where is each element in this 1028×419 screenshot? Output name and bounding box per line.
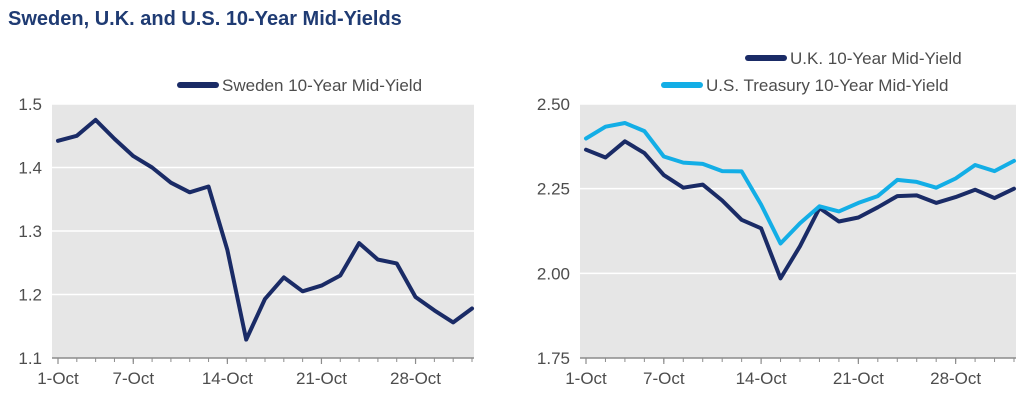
x-tick-label: 28-Oct <box>930 369 981 388</box>
data-point <box>320 284 323 288</box>
data-point <box>451 320 455 324</box>
data-point <box>662 173 666 177</box>
chart-panel-1: 1.1 1.2 1.3 1.4 1.5 1-Oct 7-Oct 14-Oct 21-Oct 28-… <box>18 76 474 388</box>
legend-label: U.S. Treasury 10-Year Mid-Yield <box>706 76 949 95</box>
data-point <box>131 154 135 158</box>
data-point <box>169 181 173 185</box>
data-point <box>75 134 79 138</box>
data-point <box>895 194 899 198</box>
x-tick-label: 14-Oct <box>736 369 787 388</box>
data-point <box>338 274 342 277</box>
data-point <box>759 226 763 230</box>
data-point <box>701 183 705 187</box>
data-point <box>934 201 938 205</box>
data-point <box>876 194 880 198</box>
y-tick-label: 2.50 <box>537 95 570 114</box>
data-point <box>263 297 267 301</box>
data-point <box>1012 159 1016 163</box>
data-point <box>470 307 474 310</box>
data-point <box>720 199 724 202</box>
data-point <box>954 177 958 180</box>
data-point <box>837 209 841 213</box>
data-point <box>225 248 229 252</box>
data-point <box>282 275 286 279</box>
data-point <box>681 161 685 165</box>
plot-area <box>580 104 1016 358</box>
data-point <box>1012 187 1016 191</box>
legend-label: U.K. 10-Year Mid-Yield <box>790 49 962 68</box>
data-point <box>798 221 802 225</box>
x-tick-label: 28-Oct <box>390 369 441 388</box>
data-point <box>895 178 899 182</box>
x-tick-label: 7-Oct <box>112 369 154 388</box>
data-point <box>973 163 977 167</box>
x-tick-label: 7-Oct <box>643 369 685 388</box>
data-point <box>150 166 154 169</box>
data-point <box>623 139 627 143</box>
data-point <box>642 151 646 155</box>
data-point <box>954 195 958 199</box>
data-point <box>662 155 666 158</box>
data-point <box>357 241 361 245</box>
data-point <box>993 196 996 200</box>
data-point <box>604 125 607 129</box>
data-point <box>856 201 860 205</box>
data-point <box>818 204 821 208</box>
data-point <box>720 169 724 173</box>
data-point <box>934 186 938 190</box>
y-tick-label: 2.00 <box>537 264 570 283</box>
data-point <box>915 193 919 197</box>
x-tick-label: 1-Oct <box>37 369 79 388</box>
data-point <box>623 121 627 125</box>
x-tick-label: 14-Oct <box>202 369 253 388</box>
data-point <box>993 169 996 173</box>
data-point <box>973 188 977 192</box>
data-point <box>414 295 417 299</box>
data-point <box>915 180 919 184</box>
data-point <box>604 156 607 159</box>
data-point <box>584 137 588 140</box>
y-tick-label: 1.4 <box>18 159 42 178</box>
data-point <box>395 261 399 265</box>
y-tick-label: 1.3 <box>18 222 42 241</box>
data-point <box>759 203 763 207</box>
y-tick-label: 1.75 <box>537 349 570 368</box>
data-point <box>779 276 782 280</box>
data-point <box>740 169 744 173</box>
data-point <box>701 162 705 166</box>
y-tick-label: 1.1 <box>18 349 42 368</box>
data-point <box>584 148 588 152</box>
data-point <box>188 190 192 194</box>
data-point <box>376 258 380 262</box>
x-tick-label: 21-Oct <box>296 369 347 388</box>
data-point <box>207 185 210 188</box>
data-point <box>94 118 98 122</box>
data-point <box>642 129 646 133</box>
y-tick-label: 2.25 <box>537 180 570 199</box>
legend-label: Sweden 10-Year Mid-Yield <box>222 76 422 95</box>
x-tick-label: 1-Oct <box>565 369 607 388</box>
data-point <box>837 220 841 223</box>
data-point <box>113 137 116 141</box>
data-point <box>432 308 436 312</box>
data-point <box>876 205 880 209</box>
data-point <box>798 244 802 248</box>
x-tick-label: 21-Oct <box>833 369 884 388</box>
data-point <box>56 139 60 143</box>
y-tick-label: 1.2 <box>18 286 42 305</box>
chart-panel-2: 1.75 2.00 2.25 2.50 1-Oct 7-Oct 14-Oct 21-Oct 28… <box>537 49 1016 388</box>
data-point <box>779 242 782 245</box>
data-point <box>301 289 305 293</box>
data-point <box>244 338 248 342</box>
data-point <box>681 186 685 190</box>
data-point <box>856 216 860 219</box>
data-point <box>740 218 744 222</box>
y-tick-label: 1.5 <box>18 95 42 114</box>
page-title: Sweden, U.K. and U.S. 10-Year Mid-Yields <box>8 8 402 30</box>
